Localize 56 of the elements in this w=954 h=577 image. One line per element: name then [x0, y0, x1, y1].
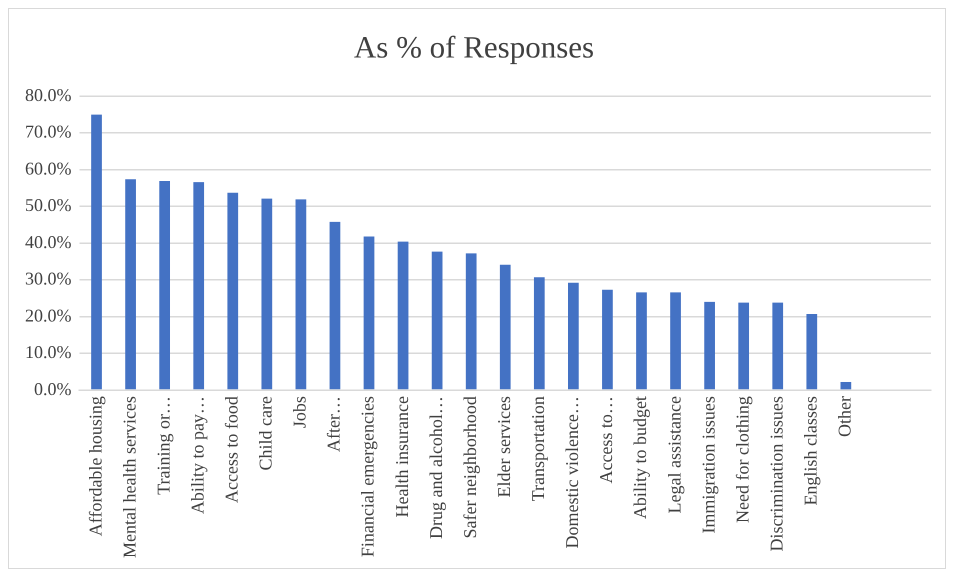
bar: [806, 314, 818, 390]
x-tick-label: Ability to pay…: [187, 396, 208, 514]
bar: [296, 199, 306, 390]
y-tick-label: 20.0%: [24, 305, 72, 326]
y-tick-label: 70.0%: [24, 122, 72, 142]
bar: [159, 181, 170, 390]
bar: [636, 292, 647, 390]
x-tick-label: Elder services: [494, 396, 514, 498]
bar: [125, 179, 136, 390]
x-tick-label: Discrimination issues: [766, 396, 786, 552]
x-tick-label: Legal assistance: [664, 396, 684, 514]
x-tick-label: Need for clothing: [732, 396, 752, 524]
x-tick-label: Domestic violence…: [562, 396, 582, 549]
bar: [91, 114, 102, 390]
x-tick-label: Mental health services: [119, 396, 140, 558]
bar: [568, 282, 579, 390]
bar: [738, 302, 750, 390]
bar: [466, 253, 477, 390]
bar: [704, 302, 715, 390]
x-tick-label: English classes: [800, 396, 821, 506]
bar: [602, 290, 613, 390]
y-tick-label: 80.0%: [24, 84, 72, 105]
bar: [670, 292, 681, 390]
x-tick-label: Safer neighborhood: [460, 396, 480, 539]
y-tick-label: 60.0%: [24, 158, 72, 178]
x-tick-label: Health insurance: [392, 396, 412, 518]
bar: [364, 236, 374, 390]
bar: [398, 242, 408, 390]
bar: [772, 302, 784, 390]
x-tick-label: After…: [324, 396, 344, 452]
x-tick-label: Drug and alcohol…: [426, 396, 446, 540]
y-tick-label: 40.0%: [24, 232, 72, 252]
bar: [193, 182, 204, 390]
bar: [432, 252, 442, 390]
x-tick-label: Transportation: [528, 396, 548, 502]
bar: [500, 264, 511, 390]
y-tick-label: 50.0%: [24, 195, 72, 216]
y-tick-label: 10.0%: [24, 342, 72, 362]
y-tick-label: 0.0%: [34, 378, 72, 399]
bar: [330, 222, 340, 390]
bar: [261, 198, 272, 390]
x-tick-label: Financial emergencies: [358, 396, 378, 558]
x-tick-label: Immigration issues: [698, 396, 718, 534]
x-tick-label: Affordable housing: [85, 396, 106, 536]
x-tick-label: Ability to budget: [630, 396, 650, 520]
bar: [840, 382, 852, 390]
y-tick-label: 30.0%: [24, 268, 72, 289]
x-tick-label: Access to food: [222, 396, 242, 504]
x-tick-label: Child care: [256, 396, 276, 471]
bar: [227, 192, 238, 390]
x-tick-label: Training or…: [153, 396, 174, 495]
x-tick-label: Jobs: [290, 396, 310, 428]
x-tick-label: Other: [834, 396, 855, 438]
chart-title: As % of Responses: [354, 30, 594, 65]
x-tick-label: Access to…: [596, 396, 616, 484]
bar: [534, 277, 545, 390]
